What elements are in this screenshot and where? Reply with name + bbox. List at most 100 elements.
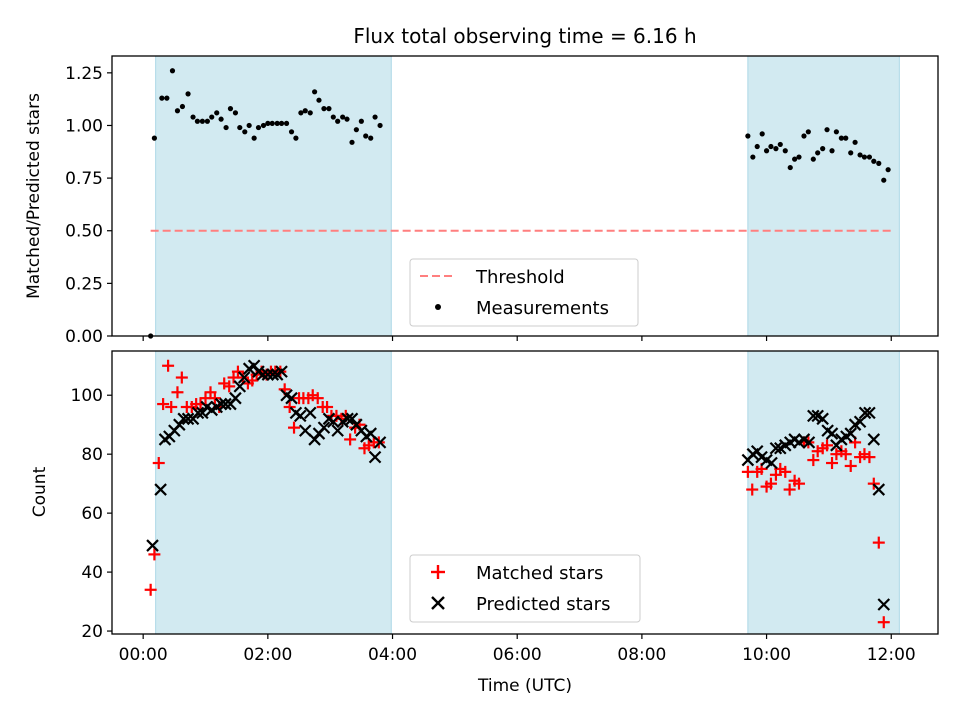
measurements-point — [843, 135, 849, 141]
predicted-stars-point — [331, 424, 344, 437]
bottom-legend: Matched stars Predicted stars — [409, 554, 641, 623]
measurements-point — [251, 135, 257, 141]
y-tick-label: 80 — [81, 445, 103, 465]
measurements-point — [805, 129, 811, 135]
predicted-stars-point — [368, 450, 382, 464]
measurements-point — [881, 177, 887, 183]
measurements-point — [745, 133, 751, 139]
matched-stars-point — [223, 380, 236, 393]
y-tick-label: 0.50 — [65, 222, 103, 242]
predicted-stars-point — [181, 412, 195, 426]
x-tick-label: 10:00 — [742, 645, 791, 665]
matched-stars-point — [157, 398, 170, 411]
top-shaded-spans — [155, 55, 900, 337]
predicted-stars-point — [816, 412, 829, 426]
measurements-point — [787, 164, 793, 171]
measurements-point — [298, 110, 304, 116]
predicted-stars-point — [285, 391, 298, 405]
measurements-point — [829, 148, 835, 154]
measurements-point — [164, 95, 170, 101]
measurements-point — [265, 120, 271, 126]
y-tick-label: 100 — [71, 386, 103, 406]
top-legend-box — [409, 258, 639, 327]
shaded-span — [747, 55, 900, 337]
matched-stars-point — [863, 451, 876, 464]
measurements-point — [777, 141, 783, 148]
measurements-legend-marker — [435, 304, 441, 310]
measurements-point — [242, 129, 248, 135]
measurements-point — [302, 108, 308, 114]
predicted-stars-point — [765, 456, 778, 470]
measurements-point — [223, 124, 229, 131]
measurements-point — [763, 148, 770, 154]
predicted-stars-legend-label: Predicted stars — [476, 594, 610, 615]
matched-stars-point — [826, 457, 839, 470]
measurements-point — [293, 135, 299, 141]
measurements-point — [185, 91, 191, 97]
measurements-point — [288, 129, 295, 135]
measurements-point — [194, 118, 201, 124]
measurements-point — [274, 120, 280, 126]
measurements-point — [885, 167, 891, 173]
y-tick-label: 0.75 — [65, 169, 103, 189]
x-tick-label: 08:00 — [617, 645, 666, 665]
measurements-point — [214, 110, 220, 116]
matched-stars-point — [839, 448, 852, 461]
measurements-point — [344, 116, 350, 122]
measurements-point — [750, 154, 756, 160]
y-tick-label: 60 — [81, 504, 103, 524]
matched-stars-point — [321, 401, 334, 414]
measurements-point — [824, 127, 830, 133]
matched-stars-legend-label: Matched stars — [476, 563, 603, 584]
matched-stars-point — [152, 457, 165, 470]
measurements-point — [820, 146, 826, 152]
predicted-stars-point — [844, 427, 858, 440]
measurements-point — [810, 156, 816, 162]
predicted-stars-point — [229, 391, 242, 405]
matched-stars-point — [783, 483, 796, 496]
measurements-point — [169, 68, 176, 74]
x-tick-label: 04:00 — [368, 645, 417, 665]
predicted-stars-point — [177, 412, 190, 426]
matched-stars-legend-marker — [431, 565, 445, 579]
predicted-stars-point — [303, 406, 317, 420]
measurements-point — [792, 156, 798, 162]
matched-stars-point — [162, 359, 175, 372]
predicted-stars-point — [807, 409, 820, 423]
matched-stars-point — [288, 421, 301, 434]
predicted-stars-point — [327, 415, 340, 429]
matched-stars-point — [311, 392, 324, 405]
measurements-point — [179, 103, 186, 110]
predicted-stars-point — [802, 436, 816, 449]
measurements-point — [861, 154, 868, 160]
bottom-series — [144, 359, 891, 629]
bottom-panel-frame — [111, 350, 939, 635]
measurements-point — [833, 129, 839, 135]
measurements-point — [759, 131, 765, 137]
predicted-stars-point — [858, 406, 872, 420]
predicted-stars-point — [825, 427, 839, 440]
matched-stars-point — [283, 401, 296, 414]
measurements-point — [876, 160, 882, 166]
measurements-point — [326, 106, 332, 112]
measurements-point — [871, 158, 877, 164]
matched-stars-point — [821, 439, 834, 452]
bottom-x-ticks: 00:00 02:00 04:00 06:00 08:00 10:00 12:00 — [119, 634, 916, 665]
matched-stars-point — [792, 477, 805, 490]
bottom-shaded-spans — [155, 350, 900, 635]
top-legend: Threshold Measurements — [409, 258, 639, 327]
measurements-point — [363, 133, 369, 139]
measurements-point — [312, 89, 318, 95]
measurements-point — [199, 118, 205, 124]
measurements-point — [773, 146, 779, 152]
measurements-point — [372, 114, 378, 120]
y-tick-label: 1.00 — [65, 116, 103, 136]
measurements-point — [204, 118, 210, 124]
y-tick-label: 40 — [81, 563, 103, 583]
bottom-panel: 00:00 02:00 04:00 06:00 08:00 10:00 12:00 20 40… — [30, 350, 939, 696]
measurements-point — [340, 114, 346, 120]
predicted-stars-point — [373, 436, 387, 449]
predicted-stars-point — [237, 371, 251, 384]
predicted-stars-point — [275, 365, 288, 378]
measurements-point — [237, 124, 243, 131]
